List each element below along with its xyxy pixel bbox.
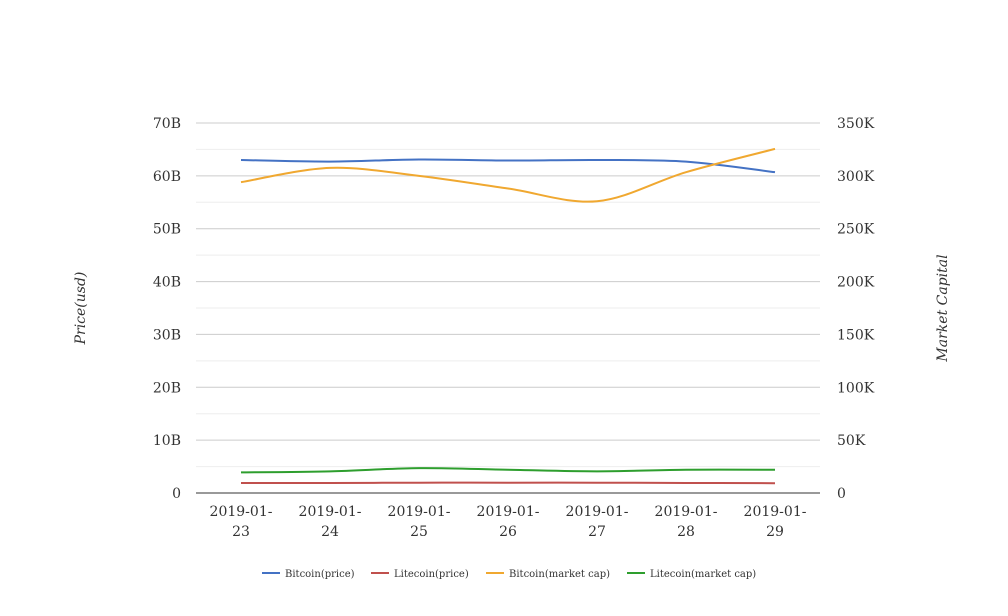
right-axis-ticks: 0 50K 100K 150K 200K 250K 300K 350K bbox=[837, 116, 875, 502]
x-axis-ticks: 2019-01-23 2019-01-24 2019-01-25 2019-01-26… bbox=[210, 504, 807, 540]
series-line-litecoin-price bbox=[240, 481, 776, 485]
x-tick-label: 2019-01-25 bbox=[388, 504, 451, 540]
left-tick-label: 20B bbox=[153, 380, 181, 396]
left-tick-label: 30B bbox=[153, 327, 181, 343]
right-tick-label: 300K bbox=[837, 169, 875, 185]
right-axis-title: Market Capital bbox=[935, 254, 951, 362]
series-line-bitcoin-market-cap bbox=[240, 147, 776, 203]
right-tick-label: 100K bbox=[837, 380, 875, 396]
x-tick-label: 2019-01-24 bbox=[299, 504, 362, 540]
left-tick-label: 10B bbox=[153, 433, 181, 449]
left-tick-label: 0 bbox=[172, 486, 181, 502]
right-tick-label: 50K bbox=[837, 433, 866, 449]
series-line-bitcoin-price bbox=[240, 158, 776, 174]
legend-item-litecoin-market-cap[interactable]: Litecoin(market cap) bbox=[627, 569, 756, 580]
right-tick-label: 150K bbox=[837, 327, 875, 343]
x-tick-label: 2019-01-28 bbox=[655, 504, 718, 540]
legend-label: Litecoin(price) bbox=[394, 569, 469, 580]
x-tick-label: 2019-01-26 bbox=[477, 504, 540, 540]
right-tick-label: 250K bbox=[837, 222, 875, 238]
x-tick-label: 2019-01-29 bbox=[744, 504, 807, 540]
right-tick-label: 350K bbox=[837, 116, 875, 132]
series-line-litecoin-market-cap bbox=[240, 467, 776, 474]
right-tick-label: 200K bbox=[837, 275, 875, 291]
right-tick-label: 0 bbox=[837, 486, 846, 502]
left-tick-label: 40B bbox=[153, 275, 181, 291]
left-tick-label: 50B bbox=[153, 222, 181, 238]
x-tick-label: 2019-01-27 bbox=[566, 504, 629, 540]
legend-label: Bitcoin(price) bbox=[285, 569, 355, 580]
left-axis-ticks: 0 10B 20B 30B 40B 50B 60B 70B bbox=[153, 116, 181, 502]
left-axis-title: Price(usd) bbox=[73, 272, 89, 346]
x-tick-label: 2019-01-23 bbox=[210, 504, 273, 540]
left-tick-label: 70B bbox=[153, 116, 181, 132]
series-lines bbox=[240, 147, 776, 485]
legend-label: Bitcoin(market cap) bbox=[509, 569, 610, 580]
legend-item-litecoin-price[interactable]: Litecoin(price) bbox=[371, 569, 469, 580]
legend-item-bitcoin-market-cap[interactable]: Bitcoin(market cap) bbox=[486, 569, 610, 580]
left-tick-label: 60B bbox=[153, 169, 181, 185]
legend: Bitcoin(price) Litecoin(price) Bitcoin(mar… bbox=[262, 569, 756, 580]
legend-item-bitcoin-price[interactable]: Bitcoin(price) bbox=[262, 569, 355, 580]
grid-lines bbox=[196, 122, 820, 494]
legend-label: Litecoin(market cap) bbox=[650, 569, 756, 580]
